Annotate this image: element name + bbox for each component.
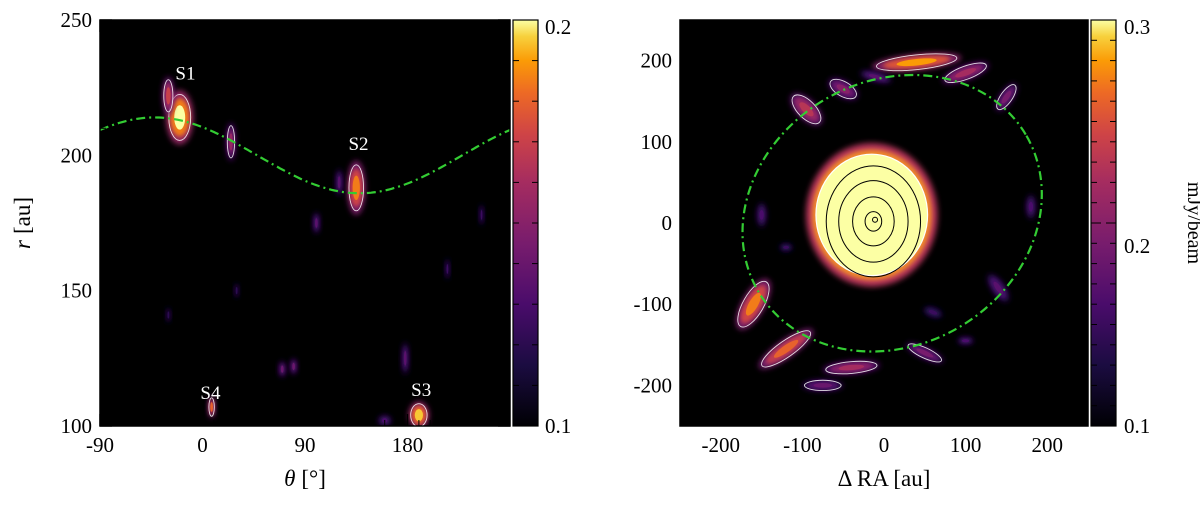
right-y-tick-label: -100 bbox=[634, 292, 673, 316]
right-y-tick-label: -200 bbox=[634, 373, 673, 397]
right-central-disk bbox=[806, 143, 938, 287]
left-y-tick-label: 100 bbox=[61, 414, 93, 438]
right-colorbar-max-label: 0.3 bbox=[1124, 15, 1150, 39]
right-y-tick-label: 0 bbox=[662, 211, 673, 235]
right-x-tick-label: 100 bbox=[950, 433, 982, 457]
annotation-s3: S3 bbox=[411, 380, 431, 401]
left-blob bbox=[163, 77, 174, 115]
ring-blob bbox=[780, 243, 793, 251]
left-x-tick-label: 180 bbox=[392, 433, 424, 457]
left-blob bbox=[166, 307, 171, 323]
left-blob bbox=[279, 361, 286, 377]
left-blob bbox=[479, 204, 484, 226]
right-y-tick-label: 100 bbox=[641, 130, 673, 154]
left-y-tick-label: 150 bbox=[61, 279, 93, 303]
right-colorbar-min-label: 0.1 bbox=[1124, 414, 1150, 438]
ring-blob bbox=[757, 203, 767, 227]
ring-blob bbox=[802, 380, 843, 391]
right-panel: -200 -100 0 100 200 -200 -100 0 100 200 Δ RA [au]… bbox=[634, 15, 1200, 491]
right-y-tick-label: 200 bbox=[641, 49, 673, 73]
right-x-tick-label: -200 bbox=[702, 433, 741, 457]
left-blob bbox=[347, 161, 365, 215]
left-blob bbox=[313, 212, 320, 234]
annotation-s1: S1 bbox=[175, 64, 195, 85]
annotation-s2: S2 bbox=[348, 134, 368, 155]
ring-blob bbox=[1026, 195, 1036, 219]
right-colorbar-label: mJy/beam bbox=[1183, 182, 1200, 265]
left-plot-area bbox=[100, 20, 510, 426]
annotation-s4: S4 bbox=[200, 383, 221, 404]
left-blob bbox=[290, 358, 297, 374]
left-x-tick-label: 0 bbox=[197, 433, 208, 457]
left-colorbar-max-label: 0.2 bbox=[545, 15, 571, 39]
left-y-tick-label: 250 bbox=[61, 8, 93, 32]
disk-core bbox=[816, 154, 928, 275]
left-colorbar-min-label: 0.1 bbox=[545, 414, 571, 438]
left-x-axis-label: θ[°] bbox=[284, 466, 326, 491]
right-x-tick-label: 0 bbox=[879, 433, 890, 457]
left-y-axis-label: r[au] bbox=[10, 197, 35, 249]
left-blob bbox=[234, 283, 239, 299]
right-colorbar-mid-label: 0.2 bbox=[1124, 234, 1150, 258]
ring-blob bbox=[957, 337, 973, 345]
left-blob bbox=[402, 342, 409, 374]
right-x-tick-label: -100 bbox=[783, 433, 822, 457]
right-x-axis-label: Δ RA [au] bbox=[838, 466, 931, 491]
right-x-tick-label: 200 bbox=[1031, 433, 1063, 457]
left-x-tick-label: 90 bbox=[295, 433, 316, 457]
left-y-tick-label: 200 bbox=[61, 143, 93, 167]
left-blob bbox=[445, 258, 450, 280]
